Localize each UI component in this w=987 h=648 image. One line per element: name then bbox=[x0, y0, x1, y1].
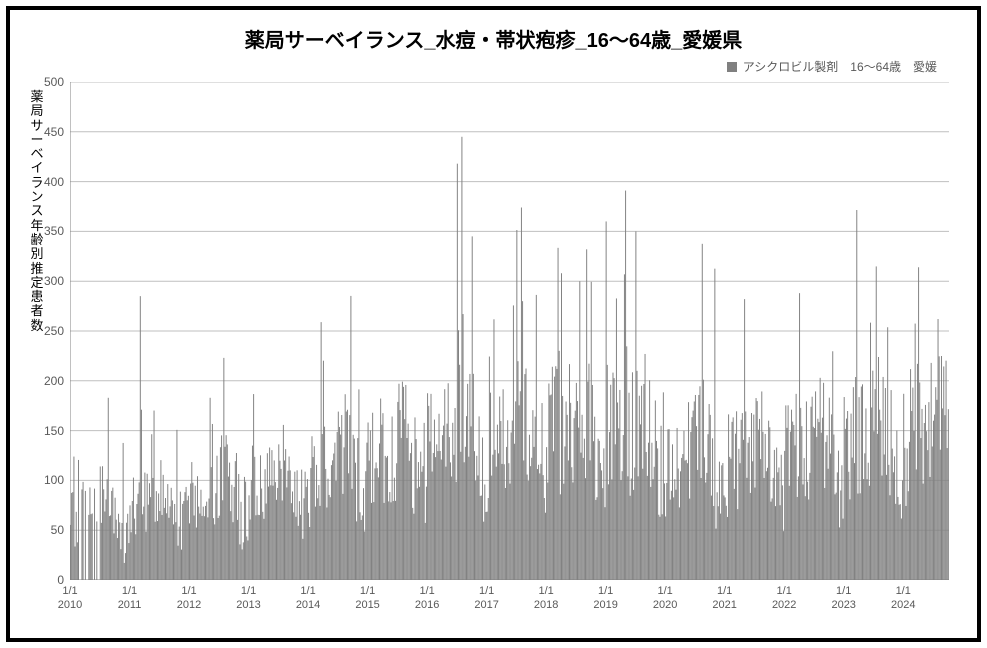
y-tick-label: 100 bbox=[44, 473, 64, 487]
x-tick-label: 1/12022 bbox=[764, 584, 804, 613]
x-tick-label: 1/12020 bbox=[645, 584, 685, 613]
x-tick-label: 1/12012 bbox=[169, 584, 209, 613]
x-tick-label: 1/12011 bbox=[110, 584, 150, 613]
bar-chart-svg bbox=[70, 82, 949, 580]
legend-label: アシクロビル製剤 16～64歳 愛媛 bbox=[743, 58, 937, 75]
y-tick-label: 200 bbox=[44, 374, 64, 388]
y-tick-label: 400 bbox=[44, 175, 64, 189]
legend-swatch bbox=[727, 62, 737, 72]
x-tick-label: 1/12018 bbox=[526, 584, 566, 613]
x-tick-label: 1/12013 bbox=[229, 584, 269, 613]
x-tick-label: 1/12023 bbox=[824, 584, 864, 613]
chart-title: 薬局サーベイランス_水痘・帯状疱疹_16～64歳_愛媛県 bbox=[10, 24, 977, 53]
chart-frame: 薬局サーベイランス_水痘・帯状疱疹_16～64歳_愛媛県 アシクロビル製剤 16… bbox=[6, 6, 981, 642]
y-tick-label: 300 bbox=[44, 274, 64, 288]
x-tick-label: 1/12010 bbox=[50, 584, 90, 613]
y-tick-label: 450 bbox=[44, 125, 64, 139]
y-tick-label: 350 bbox=[44, 224, 64, 238]
y-tick-label: 150 bbox=[44, 424, 64, 438]
x-tick-label: 1/12024 bbox=[883, 584, 923, 613]
y-tick-label: 50 bbox=[51, 523, 64, 537]
x-tick-label: 1/12019 bbox=[586, 584, 626, 613]
x-tick-label: 1/12021 bbox=[705, 584, 745, 613]
legend: アシクロビル製剤 16～64歳 愛媛 bbox=[727, 58, 937, 75]
x-tick-label: 1/12016 bbox=[407, 584, 447, 613]
plot-area: 0501001502002503003504004505001/120101/1… bbox=[70, 82, 949, 580]
x-tick-label: 1/12015 bbox=[348, 584, 388, 613]
x-tick-label: 1/12014 bbox=[288, 584, 328, 613]
x-tick-label: 1/12017 bbox=[467, 584, 507, 613]
y-tick-label: 500 bbox=[44, 75, 64, 89]
y-tick-label: 250 bbox=[44, 324, 64, 338]
